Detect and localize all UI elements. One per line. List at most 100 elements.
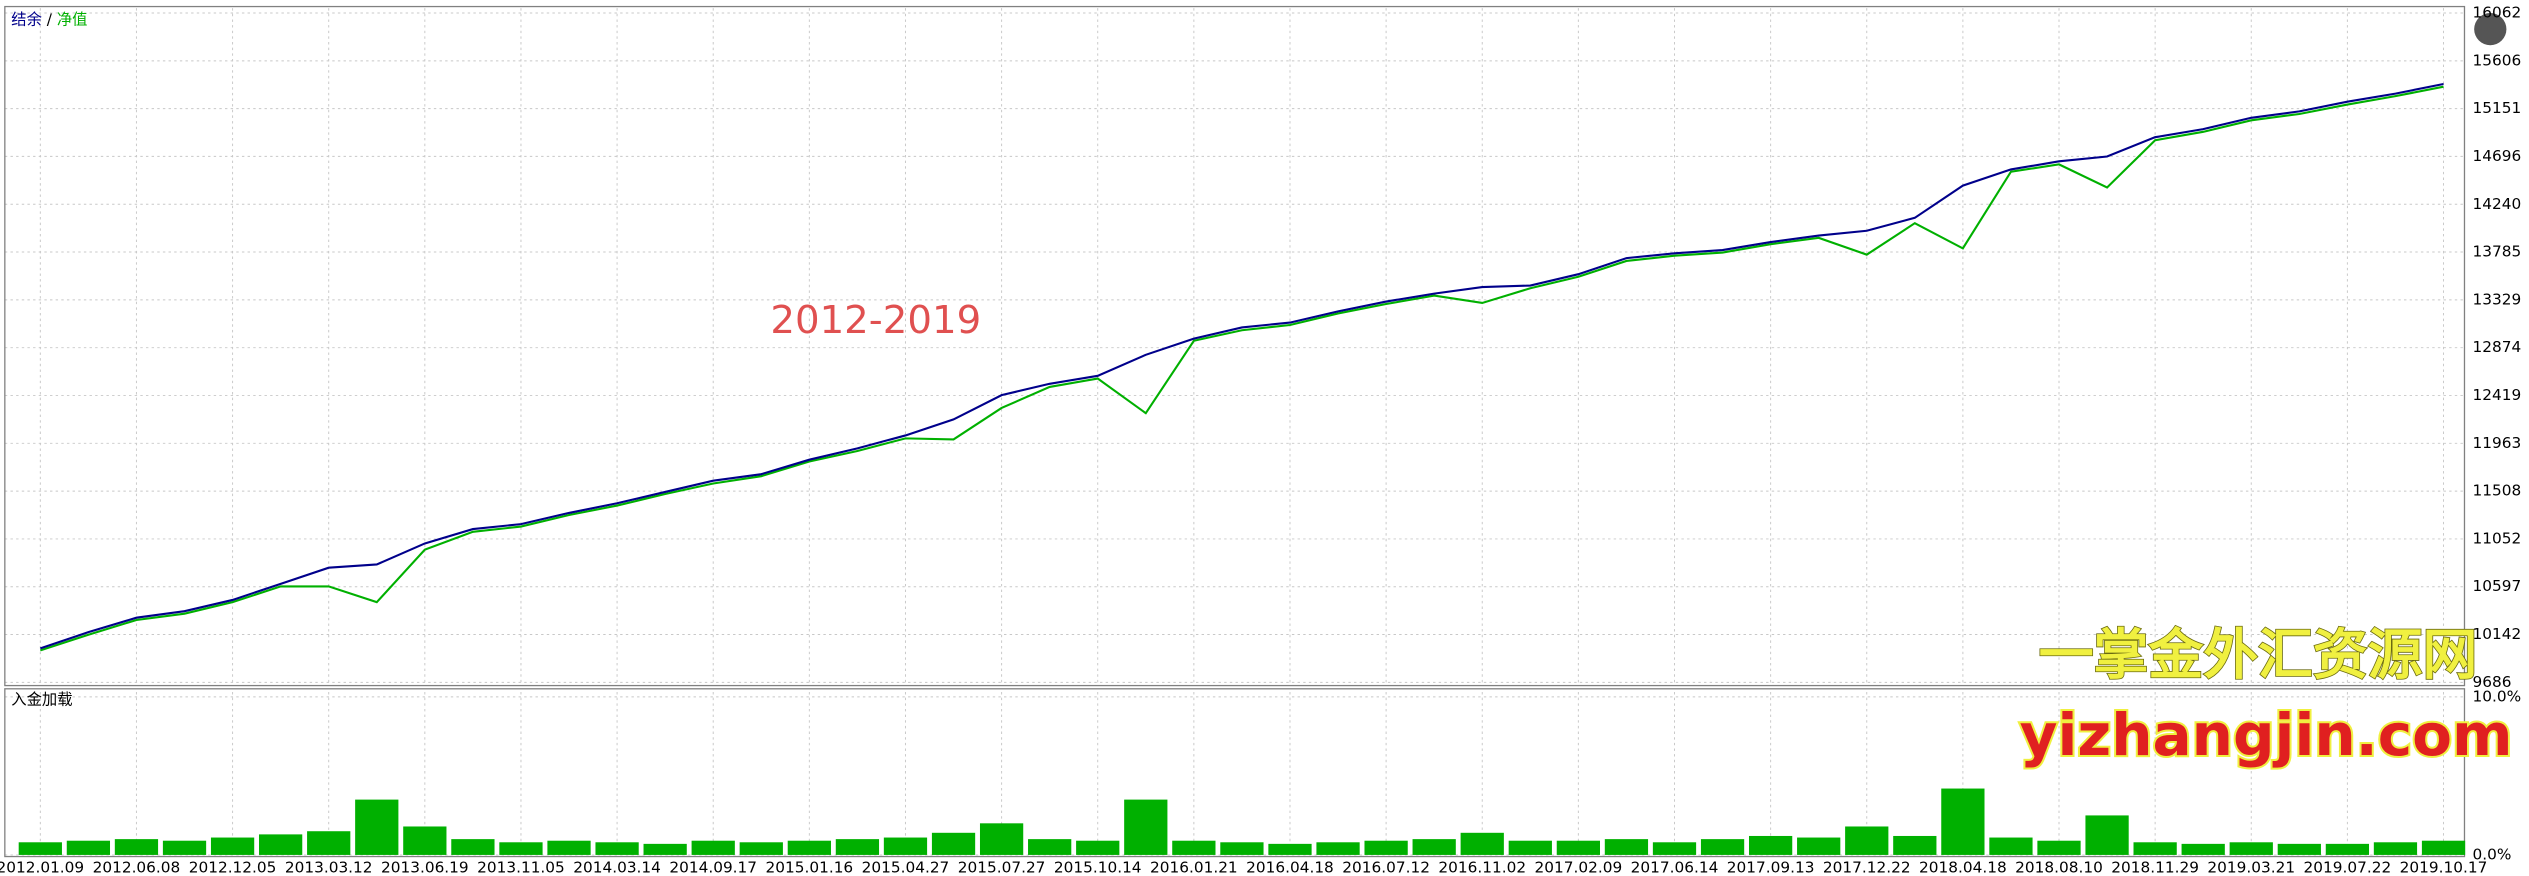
y-tick-label: 11052	[2473, 529, 2522, 547]
x-tick-label: 2014.09.17	[669, 858, 757, 876]
y-tick-label: 15151	[2473, 99, 2522, 117]
main-panel	[4, 5, 2466, 687]
bar	[2325, 843, 2370, 855]
bar	[883, 837, 928, 855]
bar	[787, 840, 831, 855]
bar	[1797, 837, 1841, 855]
x-tick-label: 2017.09.13	[1727, 858, 1815, 876]
y-tick-label: 10.0%	[2473, 687, 2522, 705]
annotation: 2012-2019	[770, 298, 981, 343]
bar	[1316, 842, 1360, 855]
bar	[18, 842, 62, 855]
x-tick-label: 2016.04.18	[1246, 858, 1334, 876]
bar	[547, 840, 591, 855]
y-tick-label: 10142	[2473, 625, 2522, 643]
y-tick-label: 13329	[2473, 290, 2522, 308]
bar	[403, 826, 447, 855]
y-tick-label: 10597	[2473, 577, 2522, 595]
y-tick-label: 14240	[2473, 195, 2522, 213]
bar	[114, 839, 159, 855]
x-tick-label: 2019.10.17	[2400, 858, 2488, 876]
x-tick-label: 2015.07.27	[958, 858, 1046, 876]
bar	[499, 842, 543, 855]
series-line	[39, 82, 2444, 650]
x-tick-label: 2018.11.29	[2111, 858, 2199, 876]
bar	[2373, 842, 2418, 855]
y-tick-label: 16062	[2473, 4, 2522, 22]
load-panel	[4, 688, 2466, 858]
y-tick-label: 12874	[2473, 338, 2522, 356]
x-tick-label: 2015.01.16	[766, 858, 854, 876]
bar	[979, 823, 1024, 855]
marks	[18, 82, 2466, 855]
bar	[2277, 843, 2321, 855]
legend-separator: /	[47, 10, 53, 28]
bar	[1268, 843, 1312, 855]
watermark-url: yizhangjin.com	[2020, 701, 2513, 769]
x-tick-label: 2017.02.09	[1535, 858, 1623, 876]
bar	[66, 840, 111, 855]
bar	[1412, 839, 1456, 855]
x-tick-label: 2012.01.09	[0, 858, 84, 876]
x-tick-label: 2013.06.19	[381, 858, 469, 876]
x-tick-label: 2014.03.14	[573, 858, 661, 876]
bar	[1941, 788, 1985, 855]
y-tick-label: 14696	[2473, 147, 2522, 165]
bar	[2037, 840, 2081, 855]
bar	[643, 843, 687, 855]
bar	[355, 799, 399, 855]
bar	[307, 831, 351, 855]
bar	[1604, 839, 1649, 855]
bar	[1700, 839, 1745, 855]
bar	[1124, 799, 1168, 855]
legend: 结余 / 净值	[11, 10, 87, 28]
bar	[1172, 840, 1216, 855]
y-tick-label: 12419	[2473, 386, 2522, 404]
bar	[1748, 835, 1793, 855]
x-tick-label: 2018.08.10	[2015, 858, 2103, 876]
y-tick-label: 9686	[2473, 673, 2512, 691]
x-tick-label: 2016.11.02	[1438, 858, 1526, 876]
legend-entry: 结余	[11, 10, 42, 28]
grid	[4, 8, 2465, 856]
x-tick-label: 2013.11.05	[477, 858, 565, 876]
x-tick-label: 2012.06.08	[93, 858, 181, 876]
x-tick-label: 2012.12.05	[189, 858, 277, 876]
bar	[2133, 842, 2177, 855]
x-tick-label: 2017.06.14	[1631, 858, 1719, 876]
bar	[595, 842, 639, 855]
bar	[1893, 835, 1937, 855]
y-tick-label: 13785	[2473, 243, 2522, 261]
load-title: 入金加载	[11, 691, 72, 709]
bar	[931, 832, 976, 855]
watermark-title: 一掌金外汇资源网	[2039, 622, 2478, 686]
bar	[1652, 842, 1697, 855]
x-tick-label: 2019.07.22	[2304, 858, 2392, 876]
x-tick-label: 2013.03.12	[285, 858, 373, 876]
bar	[1364, 840, 1408, 855]
legend-entry: 净值	[57, 10, 88, 28]
bar	[162, 840, 207, 855]
y-tick-label: 11508	[2473, 482, 2522, 500]
bar	[2181, 843, 2225, 855]
bar	[2421, 840, 2466, 855]
bar	[1028, 839, 1072, 855]
x-tick-label: 2019.03.21	[2207, 858, 2295, 876]
y-tick-label: 15606	[2473, 51, 2522, 69]
y-tick-label: 0.0%	[2473, 845, 2512, 863]
bar	[2229, 842, 2273, 855]
bar	[1556, 840, 1600, 855]
icon[interactable]	[2474, 13, 2507, 46]
x-tick-label: 2018.04.18	[1919, 858, 2007, 876]
bar	[259, 834, 303, 855]
bar	[691, 840, 735, 855]
x-tick-label: 2016.07.12	[1342, 858, 1430, 876]
series-line	[39, 85, 2444, 652]
bar	[1508, 840, 1552, 855]
x-tick-label: 2015.10.14	[1054, 858, 1142, 876]
bar	[1076, 840, 1120, 855]
bar	[1220, 842, 1264, 855]
bar	[739, 842, 783, 855]
